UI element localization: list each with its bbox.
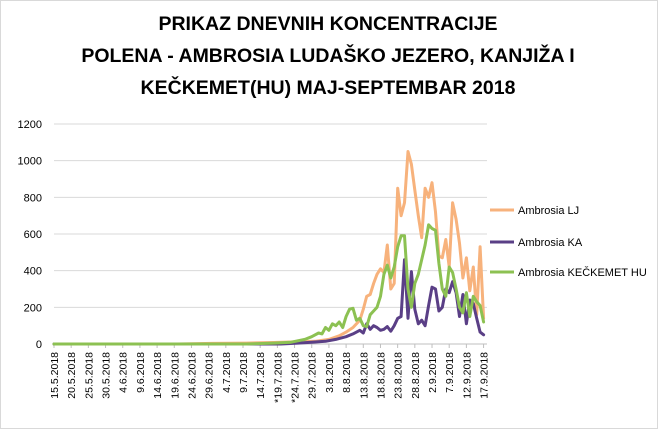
y-tick-label: 1200 [18, 119, 42, 131]
y-tick-label: 400 [24, 266, 42, 278]
x-tick-label: 29.6.2018 [204, 352, 216, 399]
series-line-3 [52, 223, 486, 346]
x-tick-label: 7.9.2018 [444, 352, 456, 393]
legend-label-1: Ambrosia LJ [518, 205, 579, 217]
chart-title: PRIKAZ DNEVNIH KONCENTRACIJE POLENA - AM… [0, 8, 656, 104]
x-tick-label: 12.9.2018 [461, 352, 473, 399]
x-tick-label: 3.8.2018 [324, 352, 336, 393]
y-tick-label: 1000 [18, 156, 42, 168]
x-tick-label: 28.8.2018 [410, 352, 422, 399]
x-tick-label: 29.7.2018 [307, 352, 319, 399]
x-tick-label: 8.8.2018 [341, 352, 353, 393]
x-tick-label: 30.5.2018 [101, 352, 113, 399]
x-tick-label: 2.9.2018 [427, 352, 439, 393]
x-tick-label: 9.7.2018 [238, 352, 250, 393]
chart-title-line-1: PRIKAZ DNEVNIH KONCENTRACIJE [158, 13, 498, 35]
series-line-1 [52, 150, 486, 346]
x-tick-label: 18.8.2018 [375, 352, 387, 399]
x-tick-label: 4.6.2018 [118, 352, 130, 393]
x-tick-label: 14.7.2018 [255, 352, 267, 399]
x-tick-label: 19.6.2018 [169, 352, 181, 399]
legend-label-2: Ambrosia KA [518, 237, 583, 249]
x-tick-label: 15.5.2018 [49, 352, 61, 399]
y-tick-label: 200 [24, 302, 42, 314]
series-line-2 [52, 258, 486, 346]
x-tick-label: 9.6.2018 [135, 352, 147, 393]
x-tick-label: *19.7.2018 [272, 352, 284, 403]
x-tick-label: 4.7.2018 [221, 352, 233, 393]
x-tick-label: 13.8.2018 [358, 352, 370, 399]
legend-label-3: Ambrosia KEČKEMET HU [518, 266, 647, 279]
x-tick-label: 23.8.2018 [393, 352, 405, 399]
x-tick-label: 24.6.2018 [186, 352, 198, 399]
x-tick-label: 14.6.2018 [152, 352, 164, 399]
chart-title-line-3: KEČKEMET(HU) MAJ-SEPTEMBAR 2018 [140, 77, 516, 99]
chart-title-line-2: POLENA - AMBROSIA LUDAŠKO JEZERO, KANJIŽ… [81, 45, 575, 67]
y-tick-label: 800 [24, 192, 42, 204]
y-tick-label: 600 [24, 229, 42, 241]
x-tick-label: *24.7.2018 [290, 352, 302, 403]
y-tick-label: 0 [36, 339, 42, 351]
x-tick-label: 20.5.2018 [66, 352, 78, 399]
x-tick-label: 17.9.2018 [479, 352, 491, 399]
x-tick-label: 25.5.2018 [83, 352, 95, 399]
